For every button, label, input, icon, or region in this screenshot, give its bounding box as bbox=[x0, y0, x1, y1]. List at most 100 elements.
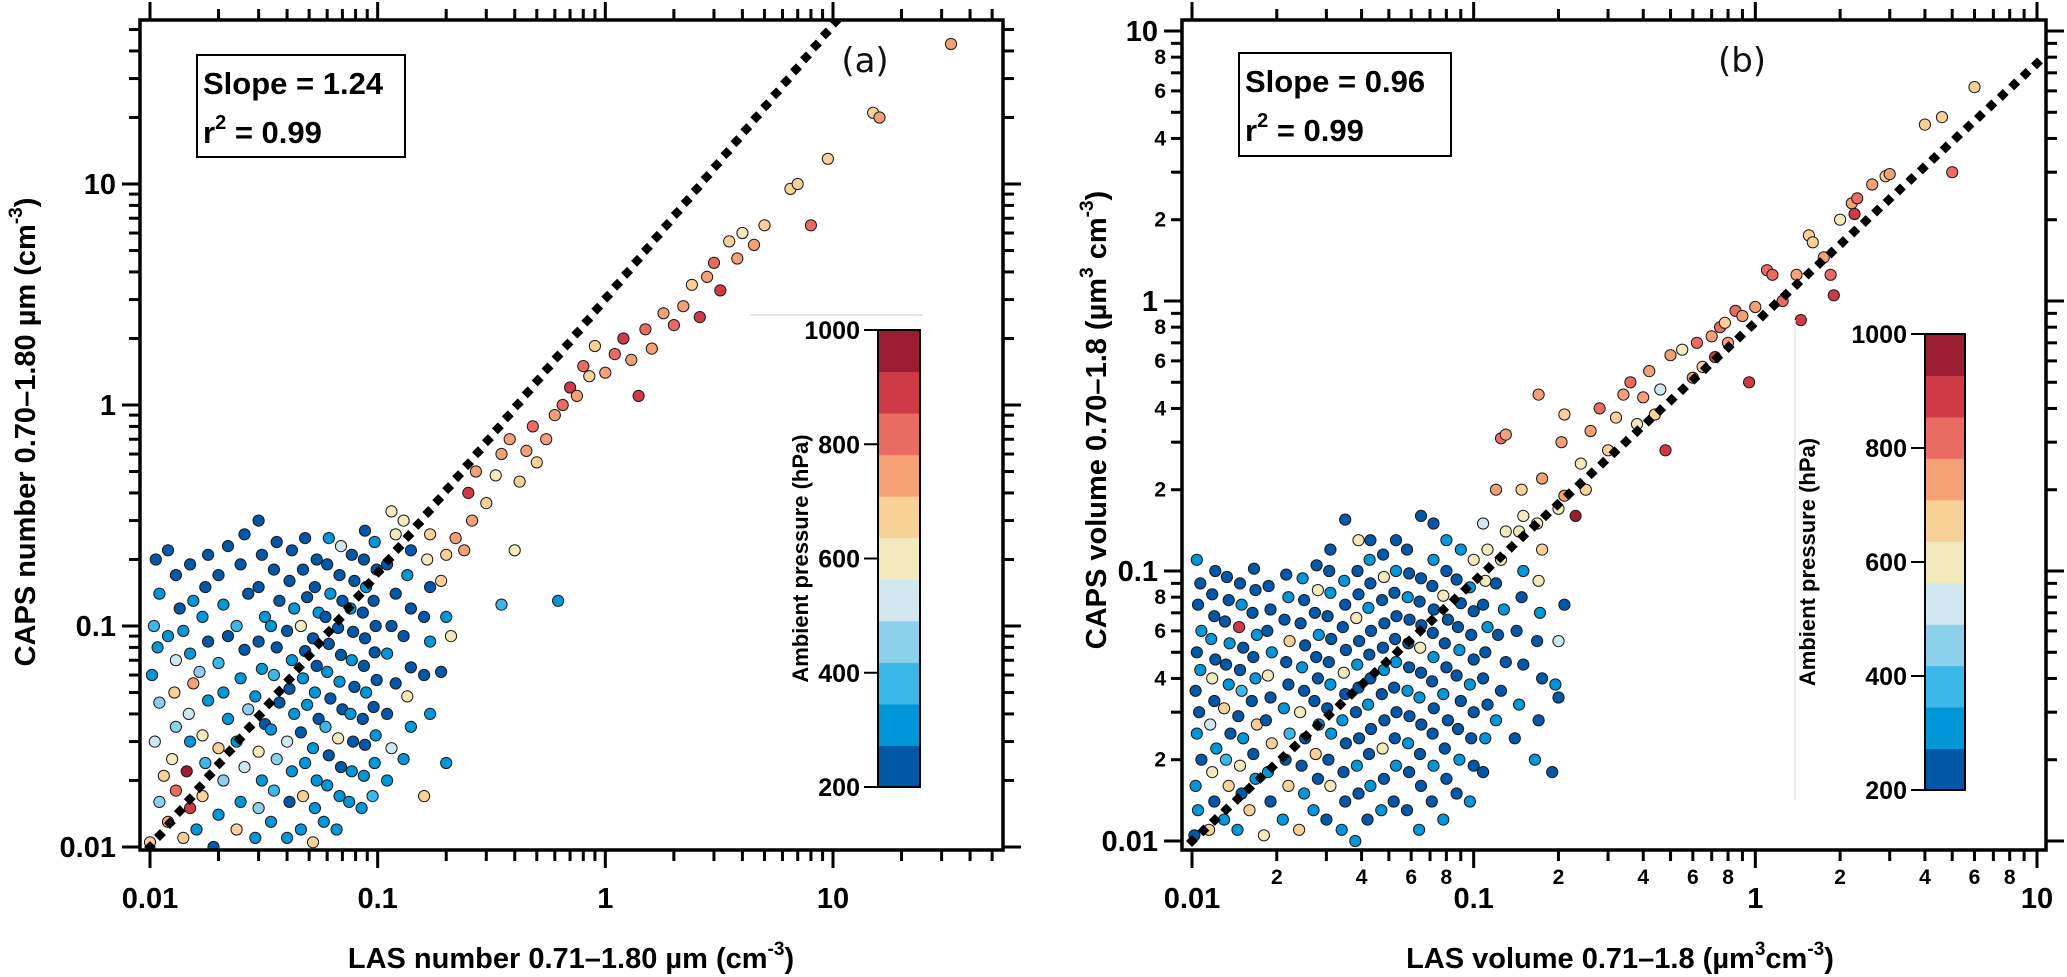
data-point bbox=[1935, 111, 1949, 124]
data-point bbox=[1276, 813, 1289, 826]
data-point bbox=[169, 784, 182, 797]
fit-marker bbox=[203, 769, 216, 782]
data-point bbox=[368, 646, 381, 659]
data-point bbox=[1309, 747, 1322, 761]
data-point bbox=[242, 703, 255, 716]
data-point bbox=[217, 774, 230, 787]
data-point bbox=[1298, 684, 1311, 697]
data-point bbox=[1403, 613, 1416, 626]
data-point bbox=[285, 765, 298, 778]
fit-marker bbox=[1985, 99, 1998, 112]
fit-marker bbox=[332, 613, 345, 626]
x-minor-tick-label: 6 bbox=[1969, 866, 1981, 889]
data-point bbox=[281, 831, 294, 845]
fit-marker bbox=[750, 111, 763, 124]
fit-marker bbox=[680, 195, 693, 207]
r2-label: r2 = 0.99 bbox=[203, 112, 322, 150]
data-point bbox=[1532, 714, 1545, 727]
data-point bbox=[1208, 610, 1221, 623]
data-point bbox=[1353, 732, 1366, 745]
r2-label: r2 = 0.99 bbox=[1245, 110, 1364, 148]
data-point bbox=[294, 726, 307, 739]
data-point bbox=[196, 790, 209, 803]
data-point bbox=[252, 581, 265, 594]
data-point bbox=[202, 694, 215, 707]
data-point bbox=[1249, 584, 1262, 597]
data-point bbox=[1736, 309, 1749, 323]
data-point bbox=[308, 686, 321, 699]
data-point bbox=[1467, 706, 1480, 719]
y-minor-tick-label: 2 bbox=[1154, 749, 1166, 772]
fit-marker bbox=[1665, 393, 1678, 406]
fit-marker bbox=[1859, 215, 1872, 227]
y-minor-tick-label: 2 bbox=[1154, 479, 1166, 502]
data-point bbox=[1264, 603, 1277, 616]
data-point bbox=[397, 630, 410, 643]
data-point bbox=[308, 802, 321, 815]
data-point bbox=[440, 756, 453, 770]
data-point bbox=[1549, 678, 1562, 691]
x-minor-tick-label: 4 bbox=[1637, 866, 1649, 889]
data-point bbox=[804, 219, 818, 232]
fit-marker bbox=[670, 206, 683, 219]
y-minor-tick-label: 8 bbox=[1154, 46, 1166, 69]
fit-marker bbox=[1482, 561, 1495, 574]
x-minor-tick-label: 2 bbox=[1834, 866, 1846, 889]
data-point bbox=[324, 587, 337, 600]
data-point bbox=[187, 677, 200, 690]
fit-marker bbox=[1505, 540, 1518, 553]
data-point bbox=[1743, 376, 1756, 389]
fit-marker bbox=[611, 278, 624, 291]
data-point bbox=[1389, 534, 1403, 547]
fit-marker bbox=[541, 362, 554, 375]
fit-marker bbox=[591, 302, 604, 315]
data-point bbox=[714, 284, 727, 297]
data-point bbox=[1265, 737, 1278, 750]
data-point bbox=[347, 735, 360, 748]
data-point bbox=[1403, 766, 1416, 779]
data-point bbox=[334, 648, 348, 662]
data-point bbox=[1824, 268, 1837, 281]
data-point bbox=[1295, 759, 1308, 772]
data-point bbox=[281, 624, 294, 638]
data-point bbox=[296, 672, 310, 685]
data-point bbox=[1415, 718, 1428, 731]
data-point bbox=[333, 675, 346, 688]
data-point bbox=[1454, 694, 1467, 708]
data-point bbox=[1376, 742, 1389, 755]
fit-marker bbox=[153, 829, 166, 841]
data-point bbox=[1218, 615, 1232, 628]
data-point bbox=[369, 729, 382, 742]
colorbar-tick-label: 200 bbox=[818, 774, 860, 802]
x-tick-label: 0.01 bbox=[122, 883, 178, 915]
y-minor-tick-label: 4 bbox=[1154, 667, 1166, 690]
data-point bbox=[1558, 408, 1571, 421]
data-point bbox=[1208, 694, 1221, 708]
data-point bbox=[1377, 570, 1391, 584]
data-point bbox=[230, 619, 243, 633]
data-point bbox=[1517, 509, 1530, 523]
data-point bbox=[599, 366, 612, 379]
data-point bbox=[212, 808, 225, 821]
y-tick-label: 1 bbox=[1142, 286, 1158, 318]
data-point bbox=[1247, 651, 1260, 664]
axes bbox=[1164, 2, 2064, 868]
data-point bbox=[503, 433, 516, 446]
colorbar-band bbox=[1925, 334, 1965, 376]
colorbar-tick-label: 1000 bbox=[804, 317, 860, 345]
data-point bbox=[296, 790, 310, 803]
data-point bbox=[322, 749, 335, 762]
data-point bbox=[1339, 513, 1352, 526]
data-point bbox=[217, 686, 230, 699]
data-point bbox=[221, 630, 235, 643]
data-point bbox=[1515, 483, 1528, 496]
y-tick-label: 0.1 bbox=[76, 611, 116, 643]
fit-marker bbox=[1597, 456, 1610, 469]
data-point bbox=[1231, 823, 1244, 836]
data-point bbox=[1414, 641, 1427, 654]
data-point bbox=[489, 469, 502, 482]
data-point bbox=[685, 278, 699, 291]
data-point bbox=[324, 692, 337, 705]
colorbar-tick-label: 1000 bbox=[1851, 321, 1907, 349]
x-minor-tick-label: 6 bbox=[1687, 866, 1699, 889]
